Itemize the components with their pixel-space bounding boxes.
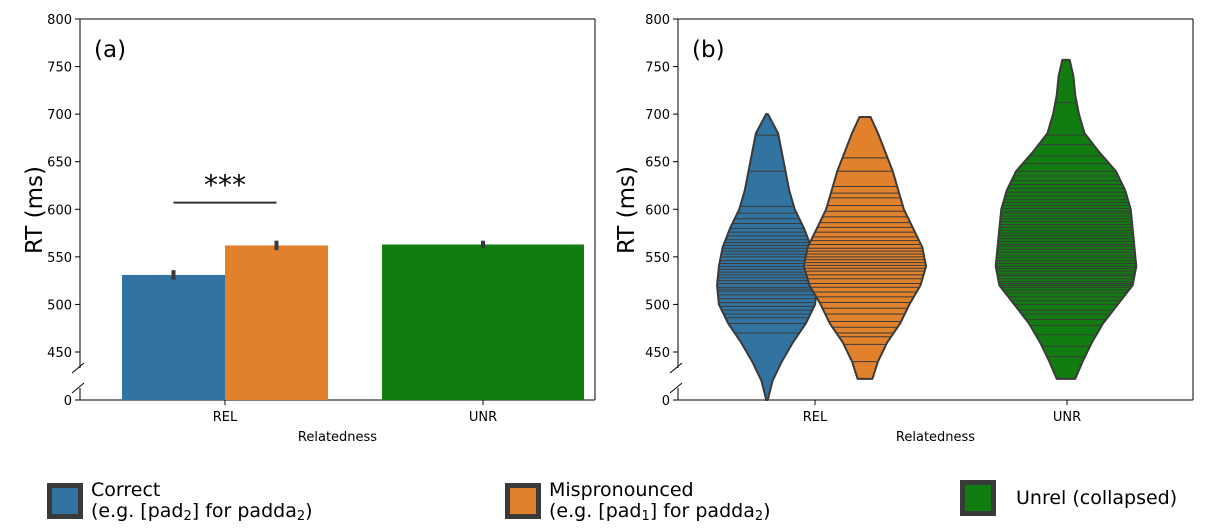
y-tick-label: 0: [64, 394, 72, 409]
significance-label: ***: [204, 169, 246, 202]
x-tick-label: UNR: [469, 410, 497, 425]
x-tick-label: REL: [803, 410, 828, 425]
x-tick-label: REL: [213, 410, 238, 425]
y-tick-label: 700: [645, 108, 670, 123]
legend-swatch-correct: [47, 483, 83, 519]
y-tick-label: 500: [645, 298, 670, 313]
y-tick-label: 600: [47, 203, 72, 218]
panel-label: (b): [692, 37, 725, 63]
x-axis-label: Relatedness: [298, 430, 377, 445]
panel-a: 0 450 500 550 600 650 700 750 800 REL UNR Relatedne…: [22, 13, 596, 445]
y-tick-label: 550: [645, 251, 670, 266]
bar-correct: [122, 274, 225, 400]
legend-swatch-unrel: [960, 480, 996, 516]
axis-break-mark: [669, 362, 683, 374]
axis-break-mark: [669, 382, 683, 394]
panel-label: (a): [94, 37, 126, 63]
y-tick-label: 750: [645, 61, 670, 76]
y-tick-label: 450: [47, 346, 72, 361]
x-tick-label: UNR: [1053, 410, 1081, 425]
legend-item-unrel: Unrel (collapsed): [960, 480, 1177, 516]
y-tick-label: 450: [645, 346, 670, 361]
legend-text-mispronounced: Mispronounced (e.g. [pad1] for padda2): [549, 479, 771, 524]
bar-unrel: [382, 244, 584, 400]
y-tick-label: 650: [645, 156, 670, 171]
y-tick-label: 500: [47, 298, 72, 313]
axis-break-mark: [71, 362, 85, 374]
y-tick-label: 650: [47, 156, 72, 171]
axis-break-mark: [71, 382, 85, 394]
y-tick-label: 550: [47, 251, 72, 266]
y-tick-label: 750: [47, 61, 72, 76]
y-axis-label: RT (ms): [614, 166, 640, 254]
y-tick-label: 0: [662, 394, 670, 409]
y-tick-label: 700: [47, 108, 72, 123]
bar-mispronounced: [225, 245, 328, 400]
legend-item-correct: Correct (e.g. [pad2] for padda2): [47, 479, 313, 524]
legend-item-mispronounced: Mispronounced (e.g. [pad1] for padda2): [505, 479, 771, 524]
violin-unrel: [994, 58, 1138, 380]
legend-text-correct: Correct (e.g. [pad2] for padda2): [91, 479, 313, 524]
y-axis-label: RT (ms): [22, 166, 48, 254]
panel-b: 0 450 500 550 600 650 700 750 800 REL UNR Relatedne…: [614, 13, 1194, 445]
y-tick-label: 800: [47, 13, 72, 28]
y-tick-label: 800: [645, 13, 670, 28]
figure: 0 450 500 550 600 650 700 750 800 REL UNR Relatedne…: [22, 13, 1194, 445]
y-tick-label: 600: [645, 203, 670, 218]
legend-swatch-mispronounced: [505, 483, 541, 519]
legend-text-unrel: Unrel (collapsed): [1016, 486, 1178, 509]
x-axis-label: Relatedness: [896, 430, 975, 445]
